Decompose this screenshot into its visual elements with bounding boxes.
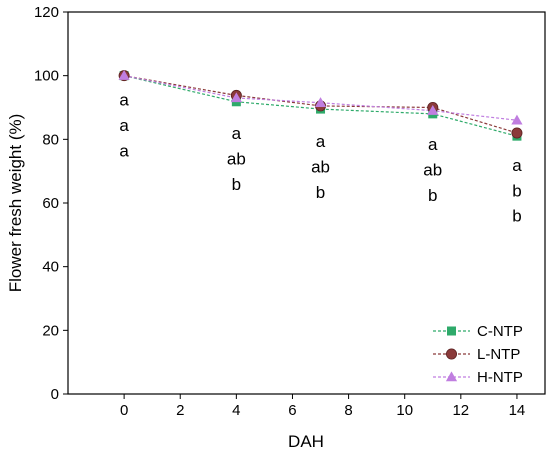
significance-letter: ab — [423, 161, 442, 180]
data-point-h-ntp — [427, 105, 439, 115]
significance-letter: ab — [311, 157, 330, 176]
x-tick-label: 12 — [452, 402, 469, 419]
significance-letter: b — [512, 207, 521, 226]
significance-letter: a — [119, 116, 129, 135]
legend-marker — [445, 348, 457, 360]
significance-letter: a — [232, 124, 242, 143]
y-tick-label: 120 — [34, 4, 59, 21]
y-tick-label: 100 — [34, 68, 59, 85]
x-tick-label: 8 — [344, 402, 352, 419]
data-point-h-ntp — [511, 114, 523, 125]
x-tick-label: 2 — [176, 402, 184, 419]
y-tick-label: 20 — [42, 322, 59, 339]
x-tick-label: 10 — [396, 402, 413, 419]
y-tick-label: 80 — [42, 131, 59, 148]
legend-marker — [445, 371, 458, 382]
y-tick-label: 40 — [42, 259, 59, 276]
significance-letter: b — [232, 175, 241, 194]
series-line-l-ntp — [124, 75, 518, 134]
legend-label: C-NTP — [477, 323, 523, 340]
data-point-h-ntp — [118, 70, 130, 80]
x-tick-label: 4 — [232, 402, 240, 419]
series-layer — [118, 70, 523, 141]
significance-letter: ab — [227, 149, 246, 168]
significance-letter: a — [512, 156, 522, 175]
y-tick-label: 0 — [51, 386, 59, 403]
significance-letter: a — [316, 132, 326, 151]
data-point-h-ntp — [230, 92, 242, 103]
significance-letter: a — [119, 91, 129, 110]
significance-letter: a — [119, 141, 129, 160]
x-tick-label: 6 — [288, 402, 296, 419]
x-tick-label: 14 — [509, 402, 526, 419]
tick-layer: 0 2 4 6 8 10 12 14 0 20 40 60 80 100 120 — [34, 4, 525, 419]
x-axis-title: DAH — [288, 432, 324, 451]
series-line-h-ntp — [124, 75, 518, 121]
legend-label: L-NTP — [477, 346, 520, 363]
x-tick-label: 0 — [120, 402, 128, 419]
legend: C-NTP L-NTP H-NTP — [433, 323, 523, 386]
significance-letter: b — [512, 181, 521, 200]
significance-letter: a — [428, 135, 438, 154]
legend-label: H-NTP — [477, 369, 523, 386]
series-line-c-ntp — [123, 75, 518, 137]
data-point-l-ntp — [511, 127, 523, 139]
significance-letter: b — [428, 186, 437, 205]
plot-frame — [67, 11, 546, 395]
y-tick-label: 60 — [42, 195, 59, 212]
legend-marker — [447, 326, 456, 336]
y-axis-title: Flower fresh weight (%) — [6, 114, 25, 293]
significance-letter: b — [316, 183, 325, 202]
data-point-h-ntp — [314, 97, 327, 107]
